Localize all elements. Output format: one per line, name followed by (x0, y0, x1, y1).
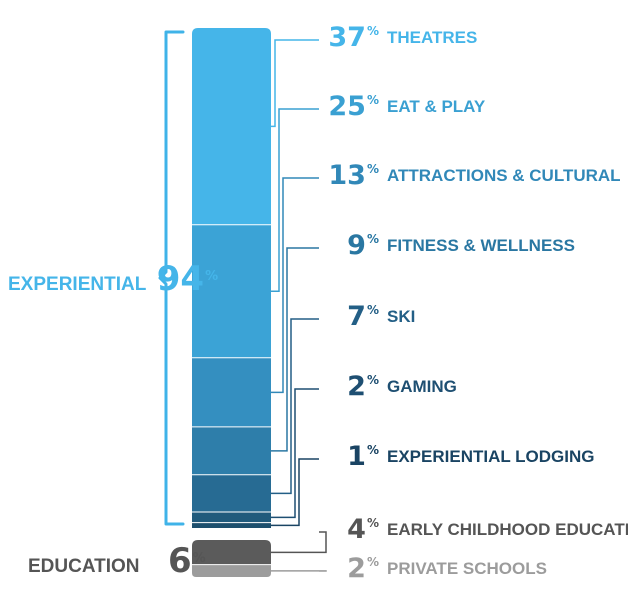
category-label-private-schools: PRIVATE SCHOOLS (387, 559, 547, 578)
value-label-ski: 7 (347, 301, 366, 332)
bar-segment-ski (192, 474, 271, 513)
value-label-gaming: 2 (347, 371, 366, 402)
segment-label-attractions-and-cultural: 13% ATTRACTIONS & CULTURAL (325, 162, 625, 189)
group-brace-experiential (158, 30, 185, 526)
value-label-eat-and-play: 25 (328, 91, 366, 122)
bar-segment-theatres (192, 28, 271, 225)
category-label-early-childhood-education: EARLY CHILDHOOD EDUCATION (387, 520, 628, 539)
segment-label-eat-and-play: 25% EAT & PLAY (325, 93, 625, 120)
percent-symbol: % (366, 373, 379, 387)
connector-eat-and-play (271, 108, 319, 293)
group-total-education: 6 (168, 541, 192, 581)
bar-segment-experiential-lodging (192, 522, 271, 528)
connector-theatres (271, 39, 319, 128)
segment-label-experiential-lodging: 1% EXPERIENTIAL LODGING (325, 443, 625, 470)
category-label-eat-and-play: EAT & PLAY (387, 97, 486, 116)
group-name-experiential: EXPERIENTIAL (8, 274, 147, 295)
value-label-attractions-and-cultural: 13 (328, 160, 366, 191)
group-label-education: EDUCATION 6% (28, 544, 206, 578)
value-label-fitness-and-wellness: 9 (347, 230, 366, 261)
category-label-experiential-lodging: EXPERIENTIAL LODGING (387, 447, 595, 466)
value-label-private-schools: 2 (347, 553, 366, 584)
percent-symbol: % (366, 516, 379, 530)
percent-symbol: % (366, 232, 379, 246)
value-label-early-childhood-education: 4 (347, 514, 366, 545)
connector-gaming (271, 388, 319, 519)
category-label-attractions-and-cultural: ATTRACTIONS & CULTURAL (387, 166, 621, 185)
connector-experiential-lodging (271, 458, 319, 527)
value-label-experiential-lodging: 1 (347, 441, 366, 472)
value-label-theatres: 37 (328, 22, 366, 53)
category-label-fitness-and-wellness: FITNESS & WELLNESS (387, 236, 575, 255)
connector-fitness-and-wellness (271, 247, 319, 452)
connector-ski (271, 318, 319, 495)
group-label-experiential: EXPERIENTIAL 94% (8, 262, 218, 296)
group-total-percent-education: % (192, 551, 206, 566)
segment-label-theatres: 37% THEATRES (325, 24, 625, 51)
segment-label-early-childhood-education: 4% EARLY CHILDHOOD EDUCATION (325, 514, 628, 545)
bar-segment-attractions-and-cultural (192, 357, 271, 427)
group-total-experiential: 94 (156, 259, 205, 299)
segment-label-fitness-and-wellness: 9% FITNESS & WELLNESS (325, 232, 625, 259)
category-label-theatres: THEATRES (387, 28, 478, 47)
category-label-ski: SKI (387, 307, 416, 326)
bar-segment-fitness-and-wellness (192, 426, 271, 475)
percent-symbol: % (366, 555, 379, 569)
segment-label-private-schools: 2% PRIVATE SCHOOLS (325, 555, 625, 582)
group-name-education: EDUCATION (28, 556, 140, 577)
category-label-gaming: GAMING (387, 377, 457, 396)
connector-early-childhood-education (271, 531, 327, 554)
group-total-percent-experiential: % (205, 269, 219, 284)
percent-symbol: % (366, 93, 379, 107)
bar-segment-early-childhood-education (192, 540, 271, 565)
percent-symbol: % (366, 443, 379, 457)
bar-segment-private-schools (192, 564, 271, 577)
percent-symbol: % (366, 24, 379, 38)
percent-symbol: % (366, 162, 379, 176)
segment-label-ski: 7% SKI (325, 303, 625, 330)
bar-segment-gaming (192, 512, 271, 523)
percent-symbol: % (366, 303, 379, 317)
connector-attractions-and-cultural (271, 177, 319, 394)
bar-segment-eat-and-play (192, 224, 271, 358)
segment-label-gaming: 2% GAMING (325, 373, 625, 400)
